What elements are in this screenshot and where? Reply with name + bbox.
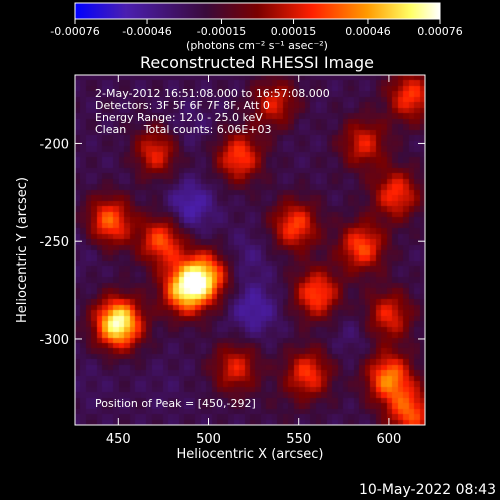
y-tick-label: -250 xyxy=(39,235,69,250)
x-tick-label: 600 xyxy=(377,432,402,447)
annotation-block: 2-May-2012 16:51:08.000 to 16:57:08.000 … xyxy=(95,87,330,410)
colorbar: -0.00076 -0.00046 -0.00015 0.00015 0.00046 0.… xyxy=(50,2,463,52)
x-tick-label: 500 xyxy=(196,432,221,447)
colorbar-tick-label: 0.00076 xyxy=(417,25,463,38)
heatmap-image xyxy=(75,75,425,425)
annotation-time-range: 2-May-2012 16:51:08.000 to 16:57:08.000 xyxy=(95,87,330,100)
y-tick-label: -200 xyxy=(39,137,69,152)
footer-timestamp: 10-May-2022 08:43 xyxy=(359,482,496,498)
x-tick-label: 450 xyxy=(106,432,131,447)
colorbar-gradient xyxy=(75,3,440,19)
annotation-detectors: Detectors: 3F 5F 6F 7F 8F, Att 0 xyxy=(95,99,270,112)
x-tick-label: 550 xyxy=(286,432,311,447)
colorbar-frame xyxy=(74,2,441,20)
heatmap-plot: 450 500 550 600 -200 -250 -300 xyxy=(39,74,426,447)
annotation-peak: Position of Peak = [450,-292] xyxy=(95,397,256,410)
y-tick-label: -300 xyxy=(39,333,69,348)
colorbar-tick-label: 0.00046 xyxy=(345,25,391,38)
x-axis-label: Heliocentric X (arcsec) xyxy=(177,447,324,462)
annotation-energy: Energy Range: 12.0 - 25.0 keV xyxy=(95,111,263,124)
colorbar-unit-label: (photons cm⁻² s⁻¹ asec⁻²) xyxy=(186,39,328,52)
colorbar-tick-label: -0.00076 xyxy=(50,25,99,38)
y-axis-label: Heliocentric Y (arcsec) xyxy=(15,177,30,323)
colorbar-tick-label: -0.00046 xyxy=(122,25,171,38)
annotation-clean: Clean Total counts: 6.06E+03 xyxy=(95,123,272,136)
colorbar-tick-label: 0.00015 xyxy=(271,25,317,38)
plot-frame xyxy=(74,74,426,426)
plot-title: Reconstructed RHESSI Image xyxy=(140,53,374,72)
colorbar-tick-label: -0.00015 xyxy=(197,25,246,38)
